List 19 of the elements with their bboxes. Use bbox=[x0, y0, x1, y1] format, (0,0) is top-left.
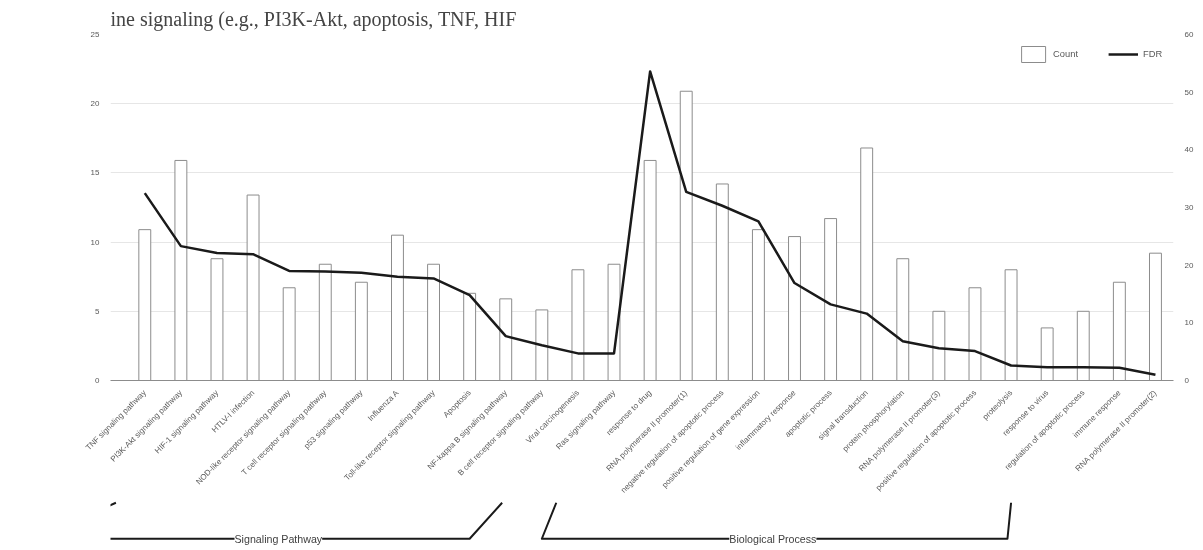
text: Biological Process bbox=[729, 532, 817, 545]
y2-tick-label: 50 bbox=[1184, 87, 1194, 97]
text: Signaling Pathway bbox=[234, 532, 323, 545]
y2-tick-label: 0 bbox=[1184, 376, 1190, 385]
y2-tick-label: 20 bbox=[1184, 260, 1194, 270]
y-tick-label: 10 bbox=[90, 237, 101, 247]
y2-tick-label: 30 bbox=[1184, 203, 1194, 212]
legend-label: Count bbox=[1053, 49, 1078, 59]
y-tick-label: 0 bbox=[95, 376, 101, 385]
y2-tick-label: 10 bbox=[1184, 318, 1194, 328]
chart-title: ine signaling (e.g., PI3K-Akt, apoptosis, TNF, HIF bbox=[110, 7, 517, 31]
y-tick-label: 15 bbox=[90, 168, 101, 178]
y-tick-label: 20 bbox=[90, 99, 101, 109]
y2-tick-label: 40 bbox=[1184, 145, 1194, 155]
line-series bbox=[143, 70, 1157, 376]
legend-label: FDR bbox=[1143, 49, 1163, 59]
y-tick-label: 25 bbox=[90, 30, 101, 39]
y-tick-label: 5 bbox=[95, 306, 101, 316]
y2-tick-label: 60 bbox=[1184, 30, 1194, 39]
